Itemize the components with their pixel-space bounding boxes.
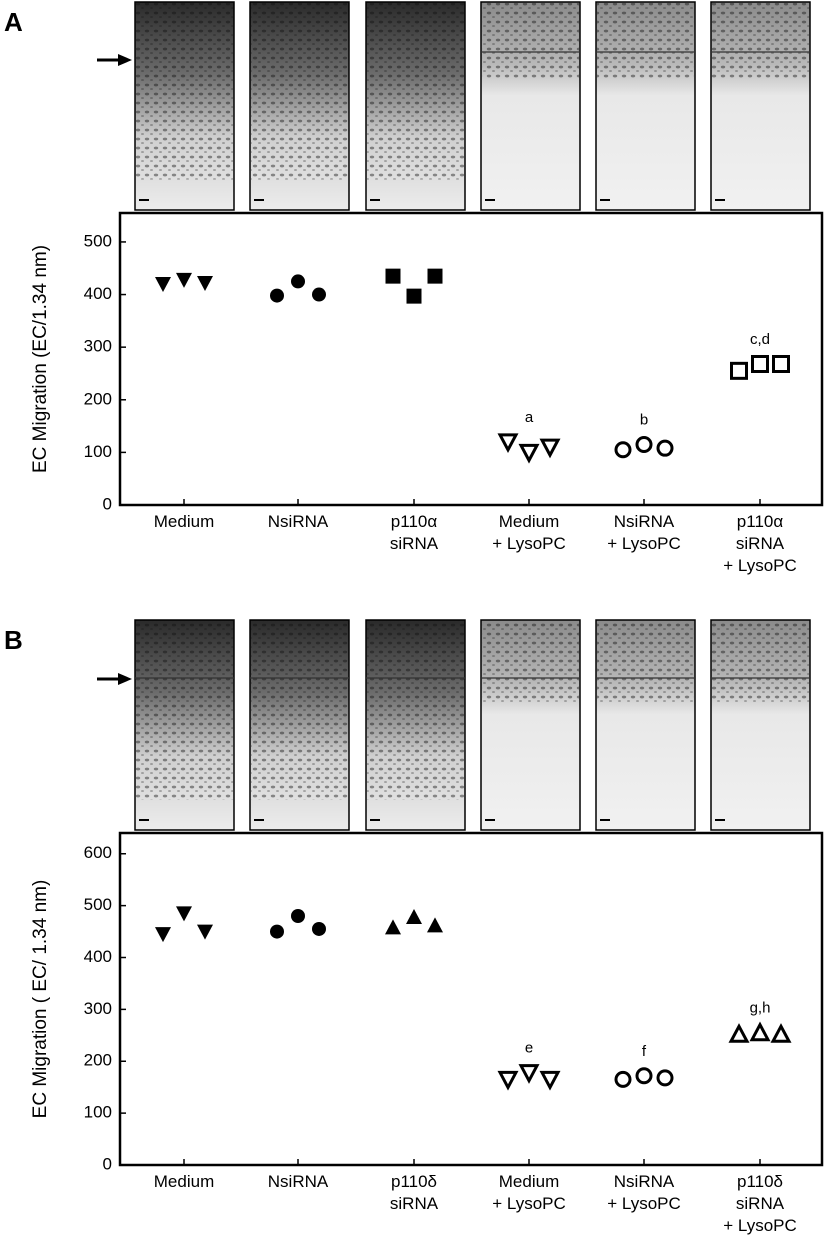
data-point	[385, 919, 401, 935]
panel-label: B	[4, 625, 23, 655]
cell-texture	[136, 3, 233, 180]
data-point	[270, 288, 284, 303]
cell-texture	[367, 621, 464, 800]
cell-texture	[597, 3, 694, 78]
y-tick-label: 200	[84, 1051, 112, 1070]
annotation: g,h	[750, 1000, 771, 1017]
data-point	[751, 354, 769, 373]
data-point	[539, 1070, 561, 1091]
data-point	[497, 433, 519, 454]
data-point	[497, 1070, 519, 1091]
cell-texture	[251, 621, 348, 800]
x-tick-label: p110δ siRNA + LysoPC	[723, 1172, 797, 1235]
data-point	[614, 1070, 632, 1088]
y-axis-label: EC Migration (EC/1.34 nm)	[30, 245, 51, 473]
data-point	[539, 438, 561, 459]
cell-texture	[712, 621, 809, 704]
data-point	[635, 1067, 653, 1085]
cell-texture	[136, 621, 233, 800]
y-tick-label: 400	[84, 284, 112, 303]
y-tick-label: 200	[84, 389, 112, 408]
arrow-head	[118, 673, 132, 685]
data-point	[270, 924, 284, 939]
x-tick-label: NsiRNA	[268, 1172, 329, 1191]
y-tick-label: 300	[84, 999, 112, 1018]
data-point	[656, 439, 674, 457]
panel-label: A	[4, 7, 23, 37]
data-point	[749, 1021, 771, 1042]
x-tick-label: p110α siRNA + LysoPC	[723, 512, 797, 575]
y-tick-label: 500	[84, 895, 112, 914]
data-point	[406, 909, 422, 925]
data-point	[312, 287, 326, 302]
y-axis-label: EC Migration ( EC/ 1.34 nm)	[30, 880, 51, 1119]
data-point	[197, 275, 213, 291]
x-tick-label: Medium + LysoPC	[492, 1172, 566, 1213]
x-tick-label: NsiRNA + LysoPC	[607, 1172, 681, 1213]
cell-texture	[712, 3, 809, 78]
x-tick-label: NsiRNA + LysoPC	[607, 512, 681, 553]
data-point	[291, 909, 305, 923]
annotation: e	[525, 1040, 533, 1057]
annotation: a	[525, 409, 534, 426]
data-point	[614, 441, 632, 459]
x-tick-label: p110α siRNA	[390, 512, 439, 553]
data-point	[635, 435, 653, 453]
y-tick-label: 0	[103, 494, 112, 513]
data-point	[518, 1064, 540, 1084]
annotation: f	[642, 1043, 647, 1060]
data-point	[155, 927, 171, 943]
data-point	[197, 924, 213, 940]
x-tick-label: NsiRNA	[268, 512, 329, 531]
data-point	[155, 277, 171, 293]
data-point	[385, 268, 401, 284]
data-point	[772, 354, 790, 373]
annotation: b	[640, 411, 648, 428]
y-tick-label: 400	[84, 947, 112, 966]
data-point	[518, 443, 540, 464]
data-point	[291, 274, 305, 289]
plot-frame	[118, 831, 824, 1167]
y-tick-label: 500	[84, 231, 112, 250]
data-point	[770, 1023, 792, 1043]
data-point	[406, 288, 422, 304]
y-tick-label: 600	[84, 843, 112, 862]
cell-texture	[482, 621, 579, 704]
arrow-head	[118, 54, 132, 66]
y-tick-label: 300	[84, 337, 112, 356]
data-point	[176, 906, 192, 922]
data-point	[730, 361, 748, 380]
x-tick-label: p110δ siRNA	[390, 1172, 439, 1213]
cell-texture	[251, 3, 348, 180]
data-point	[427, 917, 443, 933]
data-point	[656, 1069, 674, 1087]
y-tick-label: 100	[84, 442, 112, 461]
cell-texture	[597, 621, 694, 704]
data-point	[427, 268, 443, 284]
cell-texture	[367, 3, 464, 180]
annotation: c,d	[750, 331, 770, 348]
x-tick-label: Medium	[154, 1172, 214, 1191]
data-point	[312, 921, 326, 936]
cell-texture	[482, 3, 579, 78]
y-tick-label: 100	[84, 1103, 112, 1122]
plot-frame	[118, 211, 824, 507]
x-tick-label: Medium	[154, 512, 214, 531]
data-point	[728, 1023, 750, 1043]
data-point	[176, 272, 192, 288]
y-tick-label: 0	[103, 1154, 112, 1173]
x-tick-label: Medium + LysoPC	[492, 512, 566, 553]
